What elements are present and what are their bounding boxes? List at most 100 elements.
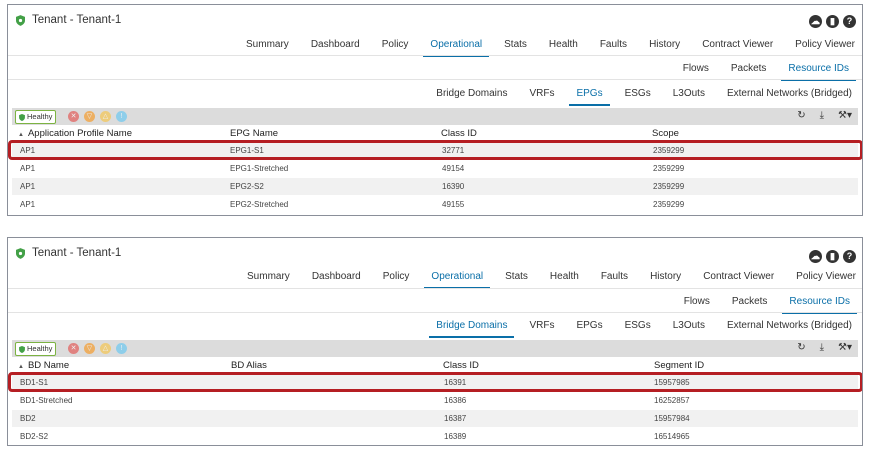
tab-epgs[interactable]: EPGs (569, 88, 610, 106)
cloud-icon[interactable]: ☁ (809, 15, 822, 28)
fault-toolbar: Healthy ✕ ▽ △ ! ↻ ⤓ ⚒▾ (12, 340, 858, 357)
minor-fault-icon[interactable]: △ (100, 343, 111, 354)
column-header-app-profile[interactable]: ▲ Application Profile Name (18, 128, 132, 139)
tools-icon[interactable]: ⚒▾ (838, 342, 852, 353)
health-badge[interactable]: Healthy (15, 110, 57, 124)
cell-scope: 2359299 (653, 182, 685, 191)
column-header-epg-name[interactable]: EPG Name (230, 128, 279, 139)
minor-fault-icon[interactable]: △ (100, 111, 111, 122)
tab-policy[interactable]: Policy (381, 39, 409, 50)
tab-health[interactable]: Health (548, 39, 578, 50)
tab-history[interactable]: History (649, 39, 681, 50)
critical-fault-icon[interactable]: ✕ (68, 343, 79, 354)
tab-dashboard[interactable]: Dashboard (311, 271, 361, 282)
column-header-scope[interactable]: Scope (652, 128, 679, 139)
tab-resource-ids[interactable]: Resource IDs (781, 63, 856, 81)
cloud-icon[interactable]: ☁ (809, 250, 822, 263)
tab-stats[interactable]: Stats (505, 271, 528, 282)
tab-vrfs[interactable]: VRFs (529, 88, 555, 99)
column-header-bd-alias[interactable]: BD Alias (231, 360, 267, 371)
tab-faults[interactable]: Faults (599, 39, 628, 50)
tab-bridge-domains[interactable]: Bridge Domains (436, 88, 508, 99)
tab-external-networks[interactable]: External Networks (Bridged) (726, 320, 852, 331)
cell-class-id: 16389 (444, 432, 467, 441)
table-row[interactable]: BD1-Stretched 16386 16252857 (12, 392, 858, 409)
tab-l3outs[interactable]: L3Outs (672, 88, 705, 99)
tab-dashboard[interactable]: Dashboard (310, 39, 360, 50)
divider (8, 288, 862, 289)
tab-esgs[interactable]: ESGs (624, 320, 651, 331)
tab-operational[interactable]: Operational (424, 271, 490, 289)
cell-class-id: 16391 (444, 378, 467, 387)
cell-class-id: 16387 (444, 414, 467, 423)
warning-fault-icon[interactable]: ! (116, 343, 127, 354)
healthy-shield-icon (19, 345, 25, 353)
tab-faults[interactable]: Faults (600, 271, 629, 282)
toolbar-actions: ↻ ⤓ ⚒▾ (797, 110, 852, 121)
major-fault-icon[interactable]: ▽ (84, 343, 95, 354)
sort-ascending-icon: ▲ (18, 132, 24, 138)
tab-resource-ids[interactable]: Resource IDs (782, 296, 857, 314)
download-icon[interactable]: ⤓ (819, 342, 825, 353)
tab-policy-viewer[interactable]: Policy Viewer (796, 271, 856, 282)
table-row[interactable]: AP1 EPG2-Stretched 49155 2359299 (12, 196, 858, 213)
tab-policy-viewer[interactable]: Policy Viewer (795, 39, 855, 50)
cell-bd-name: BD2-S2 (20, 432, 49, 441)
tab-contract-viewer[interactable]: Contract Viewer (703, 271, 775, 282)
tab-summary[interactable]: Summary (247, 271, 290, 282)
tab-flows[interactable]: Flows (683, 296, 710, 307)
cell-class-id: 49154 (442, 164, 465, 173)
tab-esgs[interactable]: ESGs (624, 88, 651, 99)
critical-fault-icon[interactable]: ✕ (68, 111, 79, 122)
divider (8, 55, 862, 56)
tab-stats[interactable]: Stats (504, 39, 527, 50)
tab-health[interactable]: Health (549, 271, 579, 282)
tenant-panel-epgs: Tenant - Tenant-1 ☁ ▮ ? Summary Dashboar… (7, 4, 863, 216)
cell-epg-name: EPG1-Stretched (230, 164, 289, 173)
help-icon[interactable]: ? (843, 250, 856, 263)
tools-icon[interactable]: ⚒▾ (838, 110, 852, 121)
table-row[interactable]: BD2 16387 15957984 (12, 410, 858, 427)
tab-flows[interactable]: Flows (682, 63, 709, 74)
cell-class-id: 16390 (442, 182, 465, 191)
tab-external-networks[interactable]: External Networks (Bridged) (726, 88, 852, 99)
bookmark-icon[interactable]: ▮ (826, 250, 839, 263)
tab-history[interactable]: History (650, 271, 682, 282)
divider (8, 312, 862, 313)
tab-l3outs[interactable]: L3Outs (672, 320, 705, 331)
main-tabs: Summary Dashboard Policy Operational Sta… (247, 271, 856, 289)
warning-fault-icon[interactable]: ! (116, 111, 127, 122)
cell-scope: 2359299 (653, 164, 685, 173)
column-header-segment-id[interactable]: Segment ID (654, 360, 705, 371)
tab-epgs[interactable]: EPGs (576, 320, 603, 331)
column-header-class-id[interactable]: Class ID (443, 360, 479, 371)
table-row[interactable]: AP1 EPG1-S1 32771 2359299 (12, 142, 858, 159)
major-fault-icon[interactable]: ▽ (84, 111, 95, 122)
table-row[interactable]: AP1 EPG2-S2 16390 2359299 (12, 178, 858, 195)
tab-summary[interactable]: Summary (246, 39, 289, 50)
refresh-icon[interactable]: ↻ (797, 110, 806, 121)
health-badge[interactable]: Healthy (15, 342, 57, 356)
table-row[interactable]: AP1 EPG1-Stretched 49154 2359299 (12, 160, 858, 177)
column-header-bd-name[interactable]: ▲ BD Name (18, 360, 70, 371)
sub-tabs: Flows Packets Resource IDs (682, 63, 856, 81)
tab-packets[interactable]: Packets (731, 296, 768, 307)
tab-operational[interactable]: Operational (423, 39, 489, 57)
refresh-icon[interactable]: ↻ (797, 342, 806, 353)
resource-tabs: Bridge Domains VRFs EPGs ESGs L3Outs Ext… (436, 88, 852, 106)
column-header-class-id[interactable]: Class ID (441, 128, 477, 139)
cell-epg-name: EPG2-S2 (230, 182, 264, 191)
cell-epg-name: EPG1-S1 (230, 146, 264, 155)
table-row[interactable]: BD1-S1 16391 15957985 (12, 374, 858, 391)
tab-packets[interactable]: Packets (730, 63, 767, 74)
table-row[interactable]: BD2-S2 16389 16514965 (12, 428, 858, 445)
tab-contract-viewer[interactable]: Contract Viewer (702, 39, 774, 50)
tab-bridge-domains[interactable]: Bridge Domains (429, 320, 515, 338)
tab-vrfs[interactable]: VRFs (529, 320, 555, 331)
tab-policy[interactable]: Policy (382, 271, 410, 282)
download-icon[interactable]: ⤓ (819, 110, 825, 121)
page-title: Tenant - Tenant-1 (32, 247, 122, 259)
cell-app-profile: AP1 (20, 200, 36, 209)
help-icon[interactable]: ? (843, 15, 856, 28)
bookmark-icon[interactable]: ▮ (826, 15, 839, 28)
